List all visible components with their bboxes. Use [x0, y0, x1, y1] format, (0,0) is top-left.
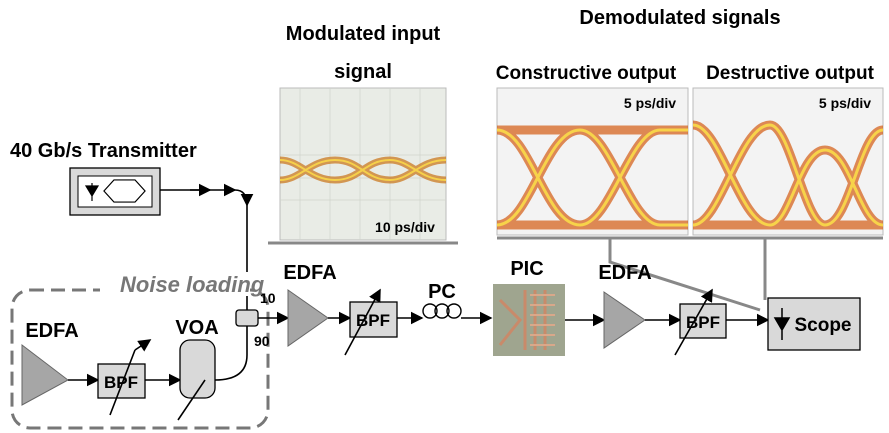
eye-plot: 5 ps/div	[693, 88, 883, 235]
title: Destructive output	[706, 63, 875, 84]
node-label: EDFA	[25, 320, 78, 342]
node-label: PIC	[510, 258, 543, 280]
pic-chip	[493, 284, 565, 356]
node-label: BPF	[686, 313, 720, 332]
scope-scale: 5 ps/div	[819, 95, 871, 111]
eye-plot: 5 ps/div	[497, 88, 688, 235]
port-label: 10	[260, 290, 276, 306]
node-label: BPF	[356, 311, 390, 330]
node-label: VOA	[175, 317, 218, 339]
node-label: Scope	[794, 315, 851, 336]
node-label: EDFA	[598, 262, 651, 284]
amplifier	[22, 345, 68, 405]
title: signal	[334, 61, 392, 83]
scope-scale: 10 ps/div	[375, 219, 435, 235]
node-label: PC	[428, 281, 456, 303]
title: Constructive output	[496, 63, 677, 84]
node-label: EDFA	[283, 262, 336, 284]
node-label: 40 Gb/s Transmitter	[10, 140, 197, 162]
title: Modulated input	[286, 23, 441, 45]
diagram: Modulated input signal Demodulated signa…	[0, 0, 889, 433]
group-label: Noise loading	[120, 272, 265, 297]
transmitter	[70, 168, 160, 215]
title: Demodulated signals	[579, 7, 780, 29]
eye-plot: 10 ps/div	[280, 88, 446, 240]
scope-scale: 5 ps/div	[624, 95, 676, 111]
node-label: BPF	[104, 373, 138, 392]
port-label: 90	[254, 333, 270, 349]
